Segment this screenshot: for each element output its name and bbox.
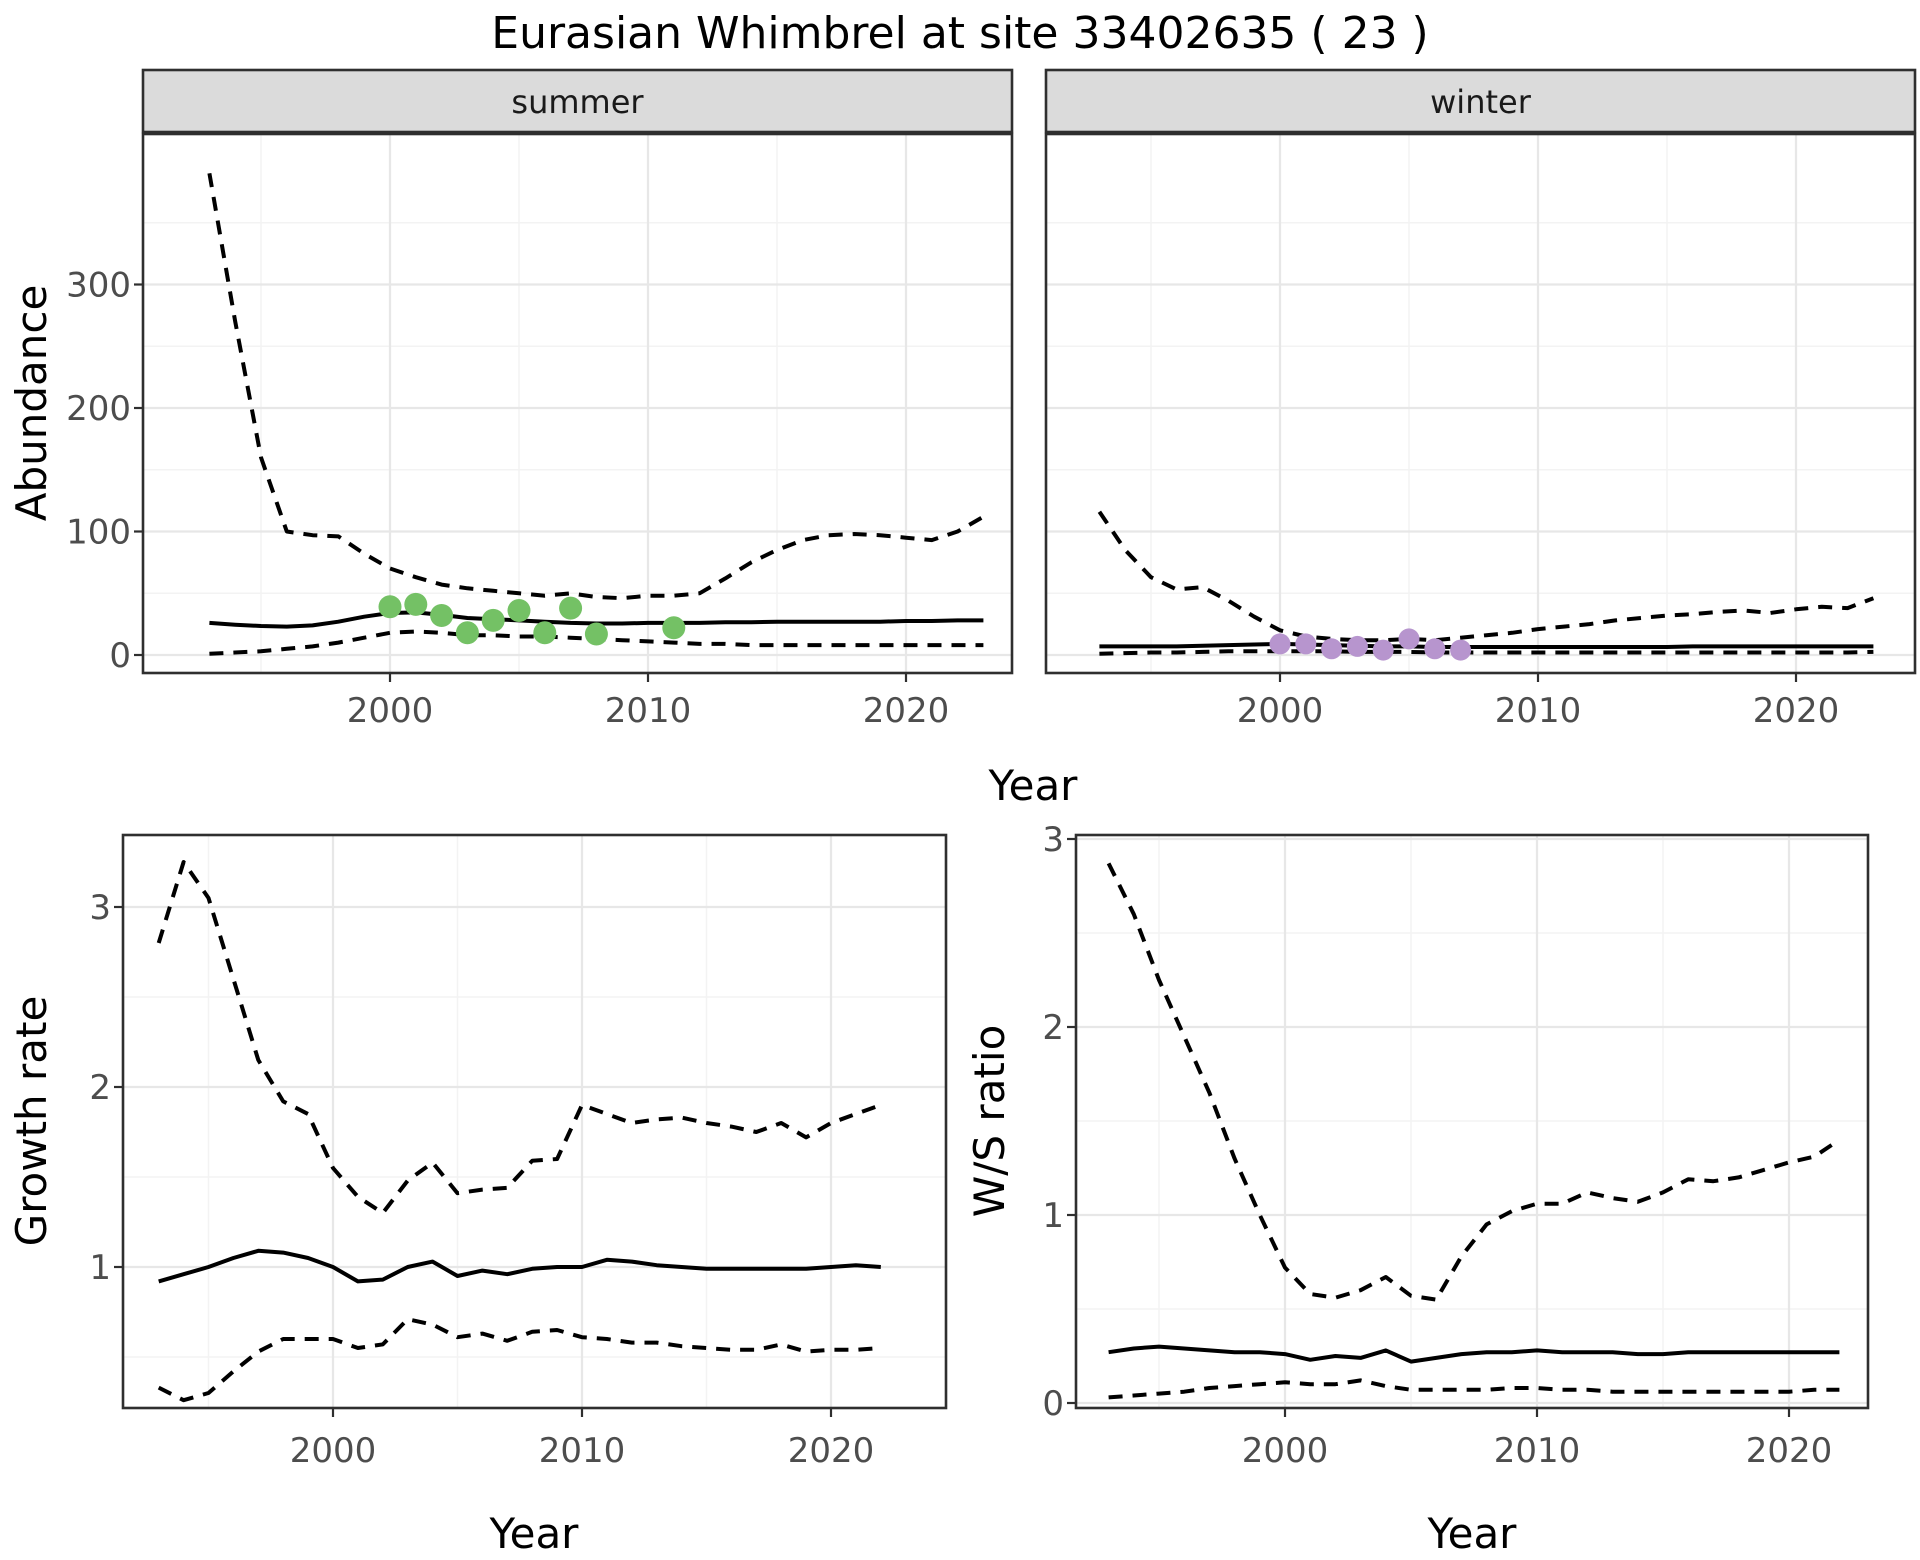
abundance-winter-panel: winter 2000 2010 2020 (1044, 68, 1917, 731)
panel-border (1044, 132, 1917, 675)
y-tick-label: 3 (1042, 820, 1064, 860)
observation-point (662, 616, 686, 640)
panel-border (1074, 833, 1870, 1410)
observation-point (404, 592, 428, 616)
x-tick-label: 2000 (1242, 1431, 1329, 1471)
panel-background (123, 835, 946, 1408)
panel-background (1046, 134, 1915, 673)
x-axis-title: Year (489, 1509, 580, 1558)
x-tick-label: 2020 (1746, 1431, 1833, 1471)
facet-strip-label: summer (511, 83, 644, 121)
observation-point (1269, 633, 1291, 655)
growth-rate-upper-95ci-line (156, 860, 882, 1215)
x-tick-label: 2010 (539, 1431, 626, 1471)
facet-strip (141, 68, 1014, 134)
y-axis-title: Abundance (7, 285, 56, 522)
x-tick-label: 2000 (347, 691, 434, 731)
y-tick-label: 0 (1042, 1384, 1064, 1424)
y-tick-label: 3 (89, 888, 111, 928)
grid-minor (1046, 134, 1915, 673)
abundance-summer-panel: summer 2000 2010 2020 0 100 200 300 (66, 68, 1014, 731)
observation-point (1424, 638, 1446, 660)
observation-point (559, 596, 583, 620)
summer-observations (378, 592, 686, 646)
x-tick-label: 2010 (1494, 1431, 1581, 1471)
ws-ratio-upper-95ci-line (1106, 862, 1841, 1302)
y-tick-label: 1 (89, 1248, 111, 1288)
grid-major (1076, 835, 1868, 1408)
x-tick-label: 2020 (863, 691, 950, 731)
abundance-winter-upper-95ci-line (1097, 510, 1875, 643)
y-tick-label: 100 (66, 513, 131, 553)
abundance-winter-lower-95ci-line (1099, 649, 1874, 656)
abundance-summer-upper-95ci-line (207, 172, 985, 601)
grid-minor (143, 134, 1012, 673)
y-tick-label: 2 (1042, 1008, 1064, 1048)
panel-border (121, 833, 948, 1410)
grid-minor (1076, 835, 1868, 1408)
x-tick-label: 2000 (1237, 691, 1324, 731)
ws-ratio-median-line (1108, 1344, 1840, 1364)
observation-point (533, 621, 557, 645)
x-axis-title: Year (988, 761, 1079, 810)
x-tick-label: 2010 (1495, 691, 1582, 731)
y-tick-label: 200 (66, 389, 131, 429)
observation-point (584, 622, 608, 646)
y-tick-label: 0 (109, 636, 131, 676)
ws-ratio-panel: 2000 2010 2020 0 1 2 3 (1042, 820, 1870, 1471)
abundance-winter-median-line (1099, 641, 1874, 649)
plot-title: Eurasian Whimbrel at site 33402635 ( 23 … (491, 8, 1429, 59)
growth-rate-median-line (158, 1248, 881, 1284)
ws-ratio-lower-95ci-line (1108, 1378, 1840, 1400)
x-tick-label: 2020 (1753, 691, 1840, 731)
x-tick-label: 2020 (788, 1431, 875, 1471)
observation-point (1450, 639, 1472, 661)
observation-point (378, 595, 402, 619)
x-tick-label: 2010 (605, 691, 692, 731)
facet-strip (1044, 68, 1917, 134)
observation-point (1398, 628, 1420, 650)
x-tick-label: 2000 (290, 1431, 377, 1471)
y-axis-title: Growth rate (7, 996, 56, 1247)
y-axis-title: W/S ratio (965, 1025, 1014, 1218)
facet-strip-label: winter (1430, 83, 1532, 121)
observation-point (430, 604, 454, 627)
observation-point (507, 599, 531, 622)
observation-point (1321, 638, 1343, 660)
panel-background (143, 134, 1012, 673)
observation-point (1295, 633, 1317, 655)
panel-border (141, 132, 1014, 675)
y-tick-label: 2 (89, 1068, 111, 1108)
y-tick-label: 1 (1042, 1196, 1064, 1236)
growth-rate-panel: 2000 2010 2020 1 2 3 (89, 833, 948, 1471)
grid-major (1046, 134, 1915, 673)
observation-point (455, 621, 479, 645)
observation-point (1346, 635, 1368, 657)
observation-point (1372, 639, 1394, 661)
x-axis-title: Year (1427, 1509, 1518, 1558)
y-tick-label: 300 (66, 266, 131, 306)
winter-observations (1269, 628, 1472, 661)
observation-point (481, 608, 505, 632)
